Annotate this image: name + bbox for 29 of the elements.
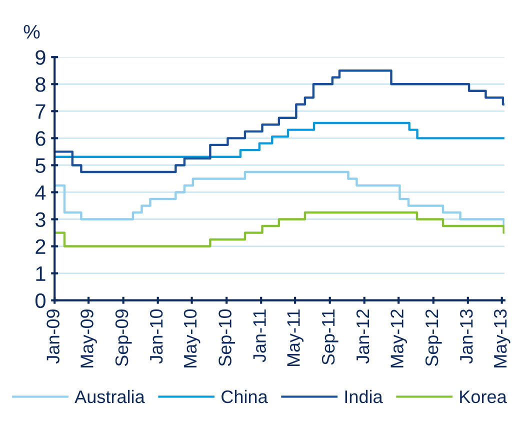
x-tick-label: Sep-12 (425, 310, 442, 366)
y-axis-title: % (24, 24, 40, 39)
y-tick-label: 6 (36, 131, 46, 146)
legend-label: China (222, 390, 268, 404)
y-tick-label: 4 (35, 185, 46, 200)
y-tick-label: 7 (36, 104, 46, 119)
legend-label: Australia (74, 390, 145, 404)
x-tick-label: Sep-10 (218, 309, 236, 366)
x-tick-label: May-13 (494, 309, 510, 368)
y-tick-label: 5 (36, 158, 46, 173)
x-tick-label: May-11 (287, 310, 304, 366)
x-tick-label: May-12 (390, 310, 408, 368)
y-tick-label: 8 (36, 77, 46, 92)
y-tick-label: 9 (36, 50, 46, 65)
x-tick-label: Jan-09 (46, 310, 60, 364)
x-tick-label: Sep-09 (115, 310, 132, 366)
y-tick-label: 2 (36, 239, 46, 254)
y-tick-label: 1 (36, 266, 46, 281)
x-tick-label: Jan-10 (150, 309, 163, 364)
x-tick-label: Jan-11 (253, 310, 266, 362)
y-tick-label: 3 (35, 212, 46, 228)
x-tick-label: May-10 (184, 309, 200, 368)
x-tick-label: Jan-13 (460, 309, 473, 364)
legend-label: India (345, 390, 383, 404)
x-tick-label: Jan-12 (356, 310, 370, 364)
legend-label: Korea (460, 390, 507, 404)
x-tick-label: Sep-11 (322, 310, 338, 365)
y-tick-label: 0 (35, 293, 46, 308)
x-tick-label: May-09 (80, 310, 97, 368)
